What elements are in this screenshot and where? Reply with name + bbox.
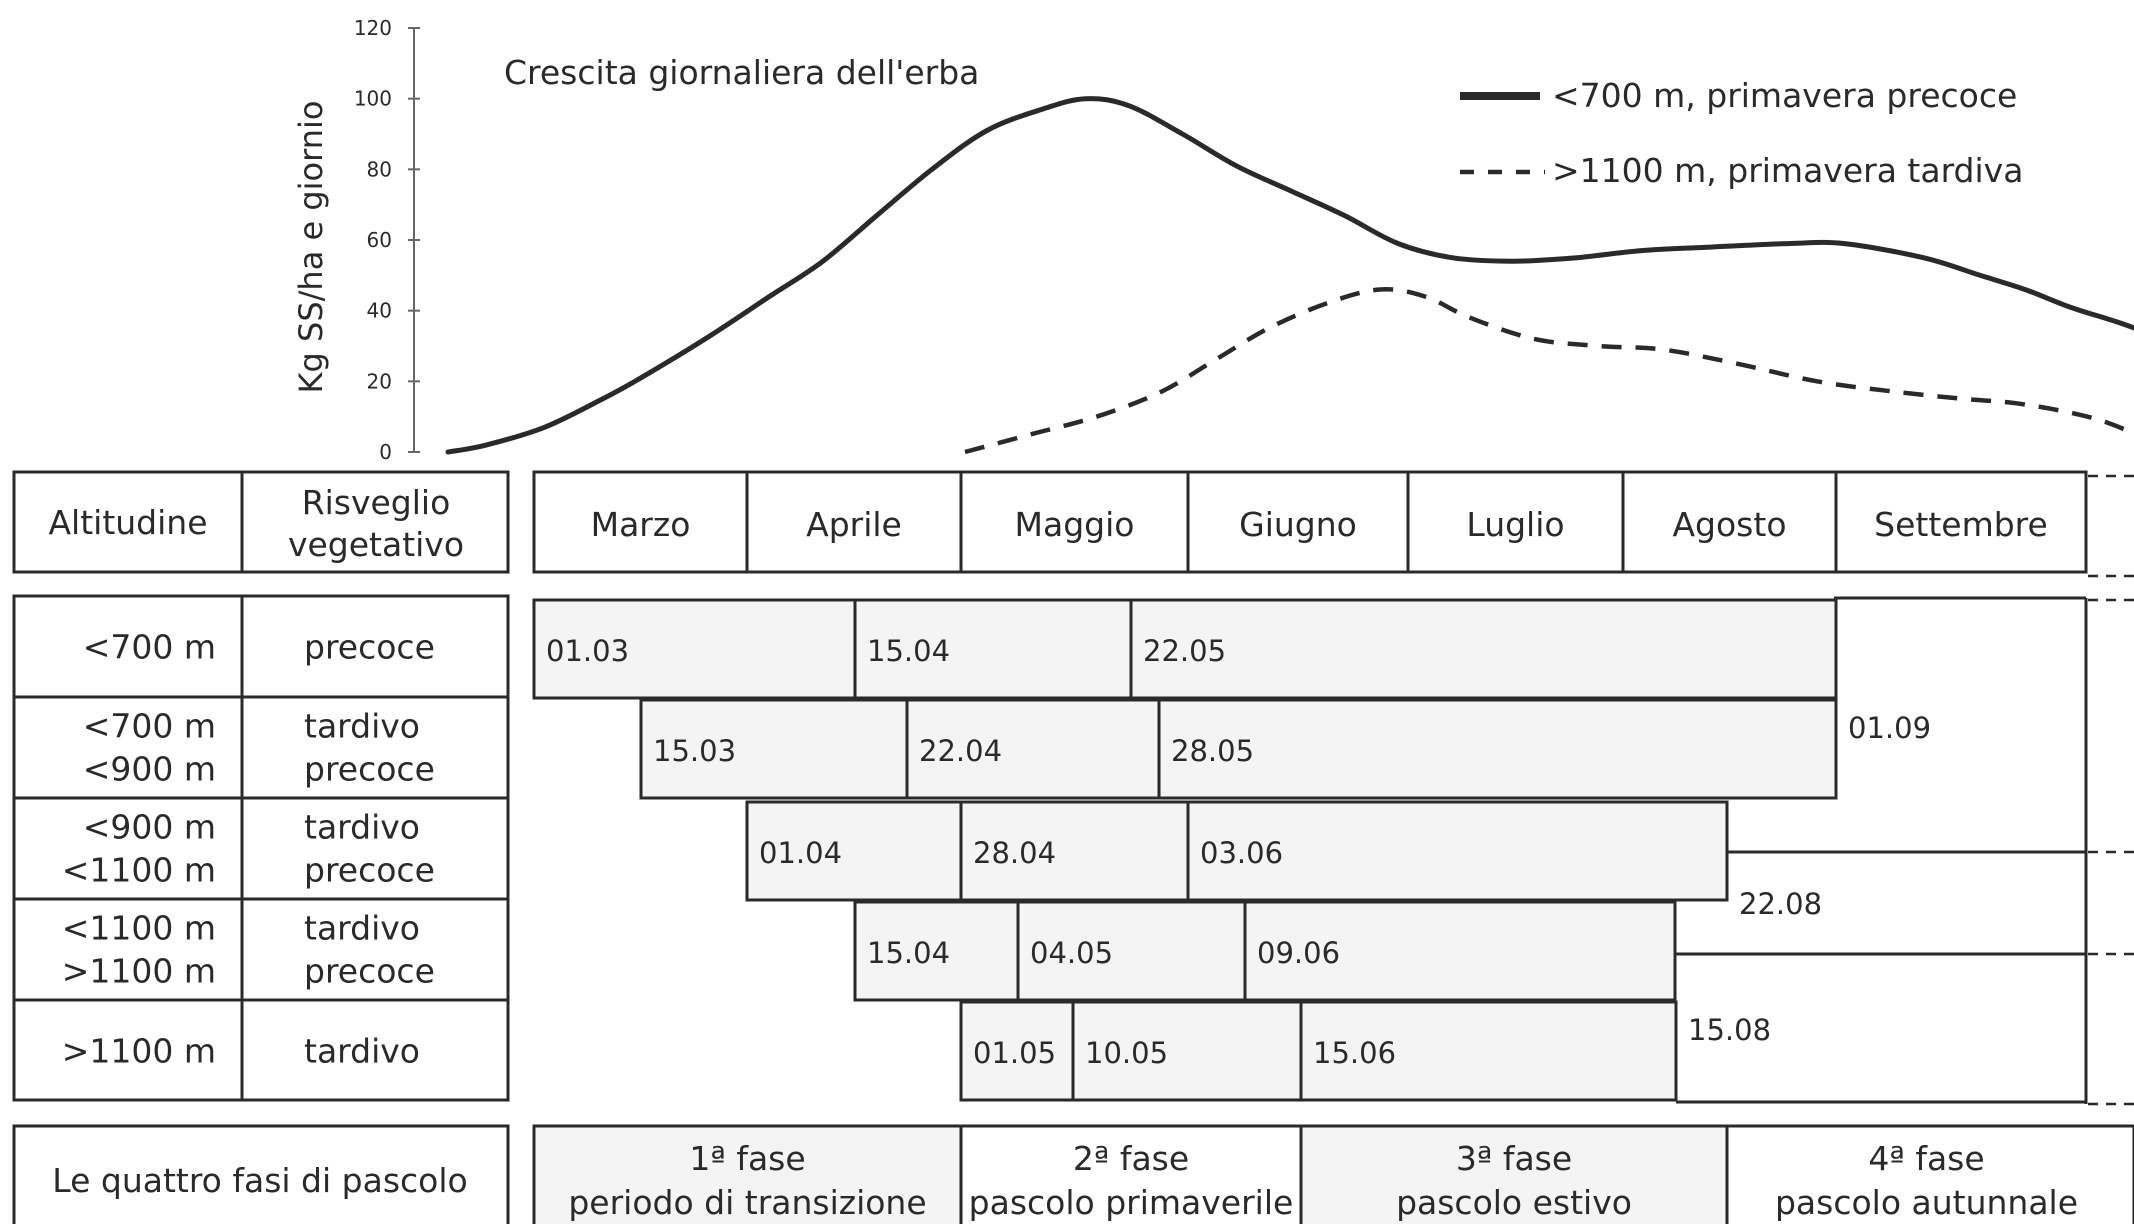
altitude-table-box [12, 594, 510, 1102]
altitude-value: <900 m [83, 808, 216, 847]
awakening-value: precoce [304, 750, 435, 789]
month-label: Agosto [1672, 505, 1786, 544]
month-label: Marzo [591, 505, 691, 544]
header-awakening-line2: vegetativo [288, 525, 464, 564]
schedule-date: 15.04 [867, 936, 950, 970]
schedule-date: 09.06 [1257, 936, 1340, 970]
schedule-bar-border [639, 698, 1838, 800]
grazing-schedule: 01.03 15.04 22.05 15.03 22.04 28.05 01.04 28.04… [532, 596, 2134, 1106]
schedule-date: 01.05 [973, 1036, 1056, 1070]
months-box [532, 470, 2088, 574]
month-label: Maggio [1015, 505, 1135, 544]
schedule-date: 01.04 [759, 836, 842, 870]
header-altitude: Altitudine [48, 503, 207, 542]
month-label: Settembre [1874, 505, 2048, 544]
schedule-bar-border [853, 900, 1677, 1002]
schedule-bar-fill [534, 600, 1836, 698]
phase-description: pascolo estivo [1396, 1183, 1632, 1222]
schedule-bar-border [532, 598, 1838, 700]
month-label: Luglio [1466, 505, 1564, 544]
header-awakening-line1: Risveglio [302, 483, 451, 522]
month-label: Giugno [1239, 505, 1357, 544]
header-left-box [12, 470, 510, 574]
y-tick-label: 20 [367, 369, 392, 393]
altitude-rows: <700 m precoce <700 m <900 m tardivo precoce <… [14, 628, 508, 1071]
awakening-value: precoce [304, 952, 435, 991]
altitude-value: <700 m [83, 707, 216, 746]
phase-title: 4ª fase [1868, 1139, 1984, 1178]
schedule-bar-border [959, 1000, 1678, 1102]
altitude-value: <1100 m [62, 909, 216, 948]
y-axis-label: Kg SS/ha e giornio [292, 101, 330, 394]
schedule-bar-fill [961, 1002, 1676, 1100]
schedule-date: 22.04 [919, 734, 1002, 768]
phase-description: pascolo autunnale [1775, 1183, 2078, 1222]
phases-label: Le quattro fasi di pascolo [52, 1161, 467, 1200]
y-tick-label: 60 [367, 228, 392, 252]
phase-title: 1ª fase [689, 1139, 805, 1178]
autumn-date-1: 01.09 [1848, 711, 1931, 745]
month-label: Aprile [806, 505, 902, 544]
series-line-late-spring [964, 287, 2134, 455]
phase-title: 3ª fase [1456, 1139, 1572, 1178]
schedule-date: 28.04 [973, 836, 1056, 870]
autumn-date-3: 15.08 [1688, 1013, 1771, 1047]
altitude-value: <900 m [83, 750, 216, 789]
schedule-date: 15.06 [1313, 1036, 1396, 1070]
phase-cell [532, 1124, 963, 1224]
legend-label-early: <700 m, primavera precoce [1552, 76, 2017, 115]
schedule-cells: 01.03 15.04 22.05 15.03 22.04 28.05 01.04 28.04… [532, 598, 1838, 1102]
awakening-value: tardivo [304, 707, 420, 746]
schedule-date: 22.05 [1143, 634, 1226, 668]
y-tick-label: 80 [367, 157, 392, 181]
schedule-date: 10.05 [1085, 1036, 1168, 1070]
schedule-bar-fill [747, 802, 1727, 900]
phase-title: 2ª fase [1073, 1139, 1189, 1178]
altitude-value: >1100 m [62, 1032, 216, 1071]
y-tick-label: 100 [354, 87, 392, 111]
schedule-date: 01.03 [546, 634, 629, 668]
month-cells: Marzo Aprile Maggio Giugno Luglio Agosto Sette… [591, 472, 2048, 572]
awakening-value: tardivo [304, 808, 420, 847]
y-tick-label: 120 [354, 16, 392, 40]
y-axis-ticks: 0 20 40 60 80 100 120 [354, 16, 420, 464]
table-header: Altitudine Risveglio vegetativo Marzo Apr… [12, 470, 2134, 578]
phase-cell [1725, 1124, 2134, 1224]
schedule-date: 04.05 [1030, 936, 1113, 970]
autumn-region: 01.09 22.08 15.08 [1675, 596, 2134, 1106]
schedule-bar-fill [855, 902, 1675, 1000]
schedule-date: 15.04 [867, 634, 950, 668]
chart-title: Crescita giornaliera dell'erba [504, 53, 979, 92]
altitude-table: <700 m precoce <700 m <900 m tardivo precoce <… [12, 594, 510, 1102]
phases-row: Le quattro fasi di pascolo 1ª fase period… [12, 1124, 2134, 1224]
legend: <700 m, primavera precoce >1100 m, prima… [1460, 76, 2023, 190]
schedule-date: 03.06 [1200, 836, 1283, 870]
phase-description: pascolo primaverile [969, 1183, 1294, 1222]
schedule-bar-fill [641, 700, 1836, 798]
awakening-value: precoce [304, 628, 435, 667]
series-line-early-spring [445, 96, 2134, 455]
altitude-value: <700 m [83, 628, 216, 667]
phase-cells: 1ª fase periodo di transizione 2ª fase pasc… [532, 1124, 2134, 1224]
altitude-value: >1100 m [62, 952, 216, 991]
schedule-date: 28.05 [1171, 734, 1254, 768]
y-tick-label: 0 [379, 440, 392, 464]
awakening-value: tardivo [304, 1032, 420, 1071]
awakening-value: precoce [304, 851, 435, 890]
phase-cell [959, 1124, 1303, 1224]
y-tick-label: 40 [367, 299, 392, 323]
legend-label-late: >1100 m, primavera tardiva [1552, 151, 2023, 190]
schedule-date: 15.03 [653, 734, 736, 768]
autumn-date-2: 22.08 [1739, 887, 1822, 921]
phase-description: periodo di transizione [568, 1183, 926, 1222]
phases-label-box [12, 1124, 510, 1224]
altitude-value: <1100 m [62, 851, 216, 890]
awakening-value: tardivo [304, 909, 420, 948]
growth-chart: 0 20 40 60 80 100 120 Kg SS/ha e giornio Cresc… [292, 16, 2134, 464]
